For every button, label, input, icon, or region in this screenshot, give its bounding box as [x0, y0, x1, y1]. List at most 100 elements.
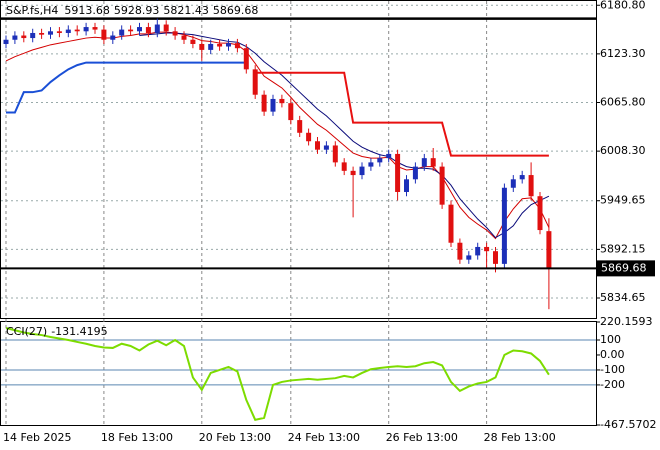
- candle-body: [226, 43, 231, 47]
- y-tick-label: -467.5702: [600, 418, 656, 431]
- y-tick-label: 0.00: [600, 348, 625, 361]
- x-tick-label: 14 Feb 2025: [3, 431, 71, 444]
- cci-value: -131.4195: [51, 325, 108, 338]
- cci-name: CCI(27): [6, 325, 48, 338]
- candle-body: [252, 69, 258, 95]
- candle-body: [519, 175, 525, 180]
- indicator-line: [5, 327, 550, 421]
- y-tick-label: 6008.30: [600, 144, 646, 157]
- candle-body: [110, 35, 116, 40]
- candle-body: [48, 31, 53, 35]
- candle-body: [377, 158, 383, 163]
- x-tick-label: 18 Feb 13:00: [101, 431, 173, 444]
- candle-body: [350, 170, 356, 176]
- candle-body: [439, 166, 445, 205]
- y-tick-label: 100: [600, 333, 621, 346]
- candle-body: [74, 29, 80, 32]
- candle-body: [448, 204, 454, 243]
- candle-body: [475, 246, 481, 256]
- open-value: 5913.68: [64, 4, 110, 17]
- candle-body: [92, 27, 98, 30]
- candle-body: [341, 162, 347, 171]
- y-tick-label: 5834.65: [600, 291, 646, 304]
- candle-body: [457, 242, 463, 260]
- high-value: 5928.93: [113, 4, 160, 17]
- cci-header: CCI(27) -131.4195: [6, 325, 108, 338]
- candle-body: [368, 162, 374, 167]
- price-label: 5869.68: [601, 261, 647, 274]
- candle-body: [484, 246, 490, 252]
- indicator-line: [255, 71, 549, 157]
- candle-body: [421, 158, 427, 167]
- candle-body: [56, 31, 62, 33]
- indicator-line: [139, 32, 550, 239]
- ohlc: 5913.68 5928.93 5821.43 5869.68: [64, 4, 258, 17]
- candle-body: [537, 196, 543, 231]
- candle-body: [181, 35, 187, 40]
- price-label-box: [597, 260, 655, 277]
- candle-body: [279, 98, 285, 104]
- candle-body: [493, 251, 498, 264]
- y-tick-label: 6065.80: [600, 96, 646, 109]
- y-tick-label: 5949.65: [600, 194, 646, 207]
- candle-body: [395, 153, 401, 192]
- candle-body: [154, 24, 160, 33]
- candle-body: [528, 175, 534, 197]
- candle-body: [21, 35, 27, 39]
- candle-body: [386, 153, 392, 159]
- y-tick-label: -200: [600, 378, 625, 391]
- candle-body: [270, 98, 276, 112]
- x-tick-label: 28 Feb 13:00: [484, 431, 556, 444]
- candle-body: [137, 27, 142, 32]
- candle-body: [315, 141, 320, 150]
- candle-body: [261, 94, 267, 112]
- candle-body: [83, 27, 89, 32]
- candle-body: [39, 32, 45, 35]
- y-tick-label: 6180.80: [600, 0, 646, 11]
- candle-body: [172, 31, 178, 36]
- candle-body: [412, 166, 418, 180]
- candle-body: [119, 29, 125, 36]
- candle-body: [190, 39, 196, 44]
- x-tick-label: 24 Feb 13:00: [288, 431, 360, 444]
- candle-body: [217, 43, 223, 47]
- candle-body: [297, 120, 303, 133]
- candle-body: [243, 48, 249, 70]
- candle-body: [65, 29, 71, 33]
- candle-body: [510, 179, 516, 188]
- candle-body: [430, 158, 436, 167]
- y-tick-label: 220.1593: [600, 315, 653, 328]
- candle-body: [30, 32, 36, 39]
- x-tick-label: 26 Feb 13:00: [386, 431, 458, 444]
- candle-body: [145, 27, 151, 33]
- y-tick-label: -100: [600, 363, 625, 376]
- candle-body: [128, 29, 134, 32]
- candle-body: [3, 39, 9, 44]
- indicator-line: [6, 61, 247, 114]
- candle-body: [163, 24, 169, 32]
- indicator-line: [5, 31, 550, 240]
- candle-body: [323, 145, 329, 150]
- price-panel: [0, 0, 597, 319]
- x-tick-label: 20 Feb 13:00: [199, 431, 271, 444]
- y-tick-label: 6123.30: [600, 47, 646, 60]
- candle-body: [199, 43, 205, 50]
- candle-body: [208, 43, 214, 50]
- candle-body: [234, 43, 240, 49]
- close-value: 5869.68: [212, 4, 259, 17]
- low-value: 5821.43: [163, 4, 209, 17]
- candle-body: [288, 103, 294, 121]
- candle-body: [101, 29, 107, 40]
- candle-body: [12, 35, 18, 40]
- candle-body: [546, 231, 552, 269]
- candle-body: [501, 187, 507, 264]
- candle-body: [404, 179, 409, 192]
- candle-body: [359, 166, 365, 176]
- candle-body: [466, 255, 472, 260]
- symbol: S&P.fs,H4: [6, 4, 59, 17]
- candle-body: [306, 132, 312, 142]
- header: S&P.fs,H4 5913.68 5928.93 5821.43 5869.6…: [6, 4, 258, 17]
- y-tick-label: 5892.15: [600, 242, 646, 255]
